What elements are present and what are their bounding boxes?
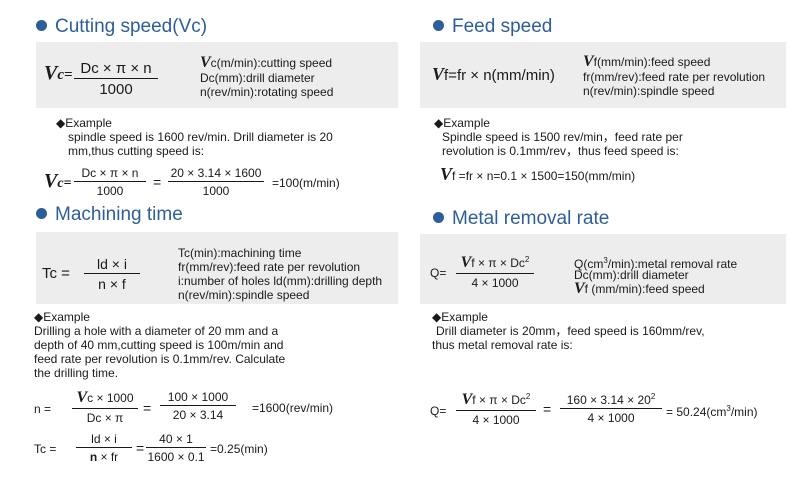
- cutting-calc-lhs: Vc=: [44, 170, 72, 192]
- calc-n-result: =1600(rev/min): [252, 401, 334, 415]
- bullet-dot-icon: [36, 208, 47, 219]
- bullet-dot-icon: [433, 212, 444, 223]
- removal-example-line-2: thus metal removal rate is:: [432, 338, 573, 352]
- cutting-legend-dc: Dc(mm):drill diameter: [200, 71, 315, 85]
- feed-calc: Vf =fr × n=0.1 × 1500=150(mm/min): [440, 164, 636, 184]
- removal-formula-band: [420, 234, 786, 304]
- removal-legend-dc: Dc(mm):drill diameter: [574, 268, 689, 282]
- machining-legend-n: n(rev/min):spindle speed: [178, 288, 310, 302]
- removal-calc-equals: =: [543, 401, 552, 417]
- cutting-example-head: ◆Example: [56, 116, 112, 130]
- machining-legend-fr: fr(mm/rev):feed rate per revolution: [178, 260, 361, 274]
- machining-time-title: Machining time: [36, 204, 183, 226]
- removal-legend-q: Q(cm3/min):metal removal rate: [574, 256, 738, 271]
- removal-calc-fraction-2: 160 × 3.14 × 202 4 × 1000: [560, 392, 662, 425]
- feed-speed-title: Feed speed: [433, 16, 552, 38]
- removal-calc-fraction-1: Vf × π × Dc2 4 × 1000: [456, 391, 536, 427]
- bullet-dot-icon: [36, 20, 47, 31]
- calc-n-fraction-1: Vc × 1000 Dc × π: [72, 389, 138, 425]
- feed-example-line-2: revolution is 0.1mm/rev，thus feed speed …: [442, 144, 679, 158]
- feed-formula-band: [420, 42, 786, 108]
- machining-formula-band: [36, 232, 398, 304]
- cutting-example-line-2: mm,thus cutting speed is:: [68, 144, 205, 158]
- cutting-example-line-1: spindle speed is 1600 rev/min. Drill dia…: [68, 130, 333, 144]
- removal-calc-result: = 50.24(cm3/min): [666, 404, 758, 419]
- machining-legend-i: i:number of holes ld(mm):drilling depth: [178, 274, 383, 288]
- machining-formula-lhs: Tc =: [42, 265, 70, 282]
- cutting-calc-fraction-2: 20 × 3.14 × 1600 1000: [168, 166, 264, 198]
- cutting-calc-equals: =: [153, 174, 162, 190]
- removal-example-head: ◆Example: [432, 310, 488, 324]
- machining-example-line-2: depth of 40 mm,cutting speed is 100m/min…: [34, 338, 284, 352]
- feed-legend-fr: fr(mm/rev):feed rate per revolution: [583, 70, 766, 84]
- cutting-formula-band: [36, 42, 398, 108]
- calc-tc-fraction-2: 40 × 1 1600 × 0.1: [146, 432, 206, 464]
- machining-example-line-1: Drilling a hole with a diameter of 20 mm…: [34, 324, 279, 338]
- cutting-formula-lhs: Vc=: [44, 62, 73, 84]
- removal-example-line-1: Drill diameter is 20mm，feed speed is 160…: [436, 324, 705, 338]
- calc-tc-result: =0.25(min): [210, 442, 268, 456]
- calc-tc-lhs: Tc =: [34, 442, 57, 456]
- calc-n-fraction-2: 100 × 1000 20 × 3.14: [160, 390, 236, 422]
- removal-formula-fraction: Vf × π × Dc2 4 × 1000: [456, 254, 534, 290]
- machining-example-line-4: the drilling time.: [34, 366, 119, 380]
- cutting-speed-title: Cutting speed(Vc): [36, 16, 207, 38]
- feed-formula: Vf=fr × n(mm/min): [432, 64, 555, 84]
- bullet-dot-icon: [433, 20, 444, 31]
- machining-legend-tc: Tc(min):machining time: [178, 246, 302, 260]
- metal-removal-title: Metal removal rate: [433, 208, 609, 230]
- feed-example-head: ◆Example: [434, 116, 490, 130]
- feed-example-line-1: Spindle speed is 1500 rev/min，feed rate …: [442, 130, 683, 144]
- cutting-legend-vc: Vc(m/min):cutting speed: [200, 54, 333, 71]
- feed-legend-n: n(rev/min):spindle speed: [583, 84, 715, 98]
- cutting-legend-n: n(rev/min):rotating speed: [200, 85, 334, 99]
- cutting-calc-result: =100(m/min): [272, 176, 340, 190]
- calc-tc-equals: =: [136, 440, 145, 456]
- removal-calc-lhs: Q=: [430, 404, 447, 418]
- calc-n-lhs: n =: [34, 402, 52, 416]
- feed-legend-vf: Vf(mm/min):feed speed: [583, 53, 711, 70]
- cutting-formula-fraction: Dc × π × n 1000: [74, 60, 158, 98]
- calc-n-equals: =: [143, 400, 152, 416]
- machining-example-line-3: feed rate per revolution is 0.1mm/rev. C…: [34, 352, 286, 366]
- cutting-calc-fraction-1: Dc × π × n 1000: [74, 166, 146, 198]
- machining-example-head: ◆Example: [34, 310, 90, 324]
- removal-formula-lhs: Q=: [430, 266, 447, 280]
- removal-legend-vf: Vf (mm/min):feed speed: [574, 280, 705, 297]
